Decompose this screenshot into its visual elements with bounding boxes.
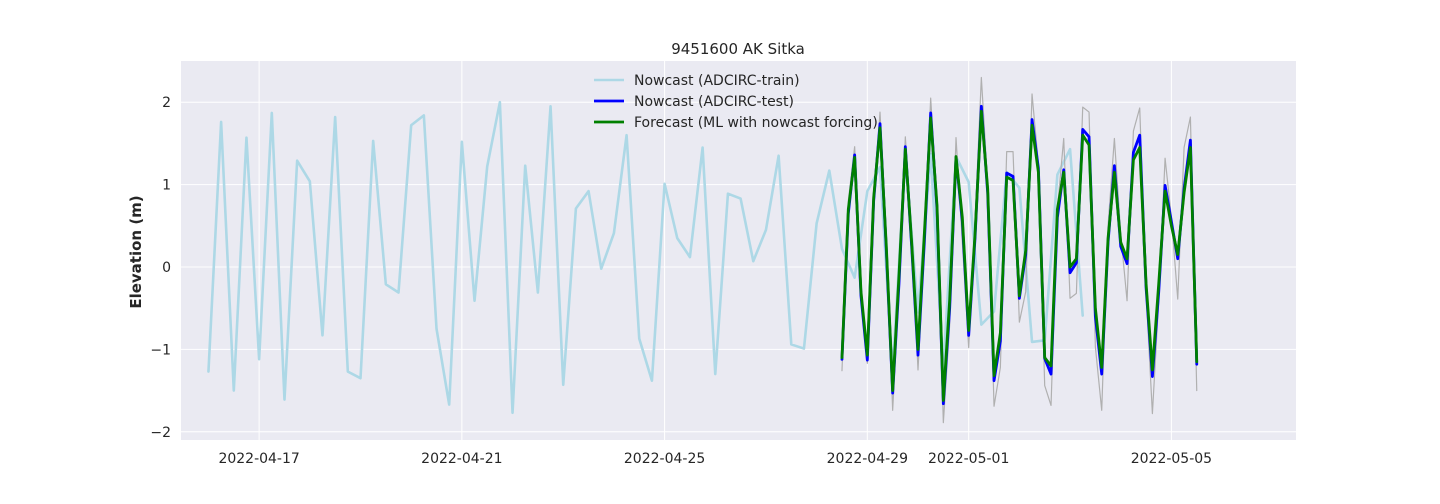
- chart-title: 9451600 AK Sitka: [671, 40, 805, 58]
- legend-label: Nowcast (ADCIRC-train): [634, 73, 800, 89]
- x-tick-label: 2022-04-25: [624, 451, 705, 467]
- y-axis: −2 −1 0 1 2: [150, 95, 171, 441]
- y-tick-label: 2: [162, 95, 171, 111]
- legend-label: Nowcast (ADCIRC-test): [634, 94, 794, 110]
- y-tick-label: −2: [150, 425, 171, 441]
- y-axis-label: Elevation (m): [127, 195, 145, 308]
- y-tick-label: −1: [150, 342, 171, 358]
- series-forecast-ml-with-nowcast-forcing: [840, 109, 1199, 402]
- x-axis: 2022-04-17 2022-04-21 2022-04-25 2022-04-29…: [218, 451, 1212, 467]
- legend: Nowcast (ADCIRC-train) Nowcast (ADCIRC-te…: [594, 73, 878, 131]
- y-tick-label: 1: [162, 178, 171, 194]
- series-layer: [207, 76, 1199, 424]
- x-tick-label: 2022-04-17: [218, 451, 299, 467]
- x-tick-label: 2022-05-05: [1131, 451, 1212, 467]
- x-tick-label: 2022-05-01: [928, 451, 1009, 467]
- x-tick-label: 2022-04-29: [827, 451, 908, 467]
- y-tick-label: 0: [162, 260, 171, 276]
- series-nowcast-adcirc-train: [207, 100, 1085, 415]
- x-tick-label: 2022-04-21: [421, 451, 502, 467]
- legend-label: Forecast (ML with nowcast forcing): [634, 115, 878, 131]
